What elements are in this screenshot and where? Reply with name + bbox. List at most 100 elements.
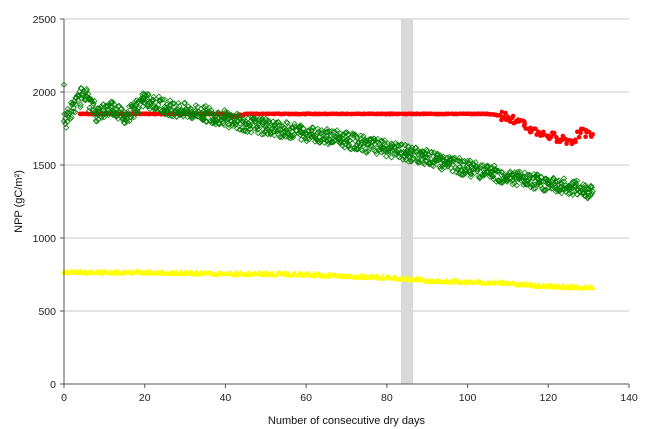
series-1-point	[254, 129, 262, 137]
series-1-point	[430, 162, 437, 170]
series-1-point	[391, 150, 399, 158]
series-1-point	[284, 130, 291, 137]
series-1-point	[420, 158, 427, 166]
series-1-point	[101, 110, 108, 118]
series-1-point	[383, 145, 391, 153]
series-1-point	[275, 126, 282, 133]
series-1-point	[569, 189, 576, 196]
series-1-point	[358, 147, 366, 154]
series-2-point	[589, 284, 596, 290]
series-1-point	[150, 93, 157, 101]
series-1-point	[301, 135, 309, 142]
y-tick-label-500: 500	[38, 306, 56, 318]
series-1-point	[266, 118, 273, 125]
series-1-point	[135, 110, 142, 117]
series-1-point	[362, 148, 370, 155]
series-2-point	[222, 270, 229, 277]
series-1-point	[317, 130, 324, 137]
series-0-point	[513, 118, 519, 124]
series-1-point	[353, 145, 360, 152]
series-1-point	[461, 157, 468, 165]
series-1-point	[394, 146, 402, 153]
series-0-point	[499, 109, 505, 115]
series-2-point	[115, 268, 121, 274]
series-0-point	[551, 131, 557, 137]
series-1-point	[169, 100, 176, 107]
series-2-point	[532, 281, 539, 287]
x-tick-label-20: 20	[139, 392, 151, 404]
series-1-point	[573, 177, 581, 185]
series-1-point	[532, 185, 539, 192]
series-1-point	[373, 150, 380, 158]
series-0-point	[505, 114, 511, 120]
series-2-point	[291, 270, 298, 276]
series-1-point	[144, 101, 152, 108]
series-1-point	[333, 127, 341, 134]
series-1-point	[524, 180, 531, 188]
series-2-point	[321, 271, 327, 277]
series-0-point	[529, 127, 535, 133]
series-1-point	[484, 169, 491, 176]
series-1-point	[403, 147, 410, 155]
series-1-point	[93, 110, 100, 118]
series-0-point	[583, 134, 588, 140]
series-1-point	[181, 107, 189, 115]
series-1-point	[464, 162, 471, 169]
series-0-point	[384, 111, 390, 117]
series-1-point	[161, 103, 169, 110]
series-1-point	[124, 108, 131, 116]
series-1-point	[184, 107, 191, 115]
series-1-point	[388, 154, 395, 161]
series-1-point	[121, 113, 128, 120]
series-1-point	[495, 167, 502, 174]
series-1-point	[222, 115, 229, 122]
series-0-point	[243, 111, 248, 117]
series-1-point	[565, 183, 572, 191]
series-1-point	[118, 105, 125, 112]
series-2-point	[430, 277, 437, 283]
series-1-point	[443, 154, 451, 161]
series-2-point	[384, 274, 390, 280]
series-1-point	[509, 181, 516, 188]
series-1-point	[551, 180, 558, 188]
series-1-point	[530, 185, 537, 192]
series-1-point	[100, 101, 107, 108]
series-1-point	[434, 150, 442, 158]
y-tick-label-1500: 1500	[33, 160, 57, 172]
series-1-point	[168, 112, 175, 119]
series-0-point	[503, 110, 508, 116]
tick-labels: 0 500 1000 1500 2000 2500 0 20 40 60 80 100 120 140	[33, 14, 638, 404]
series-2-point	[545, 283, 552, 289]
series-1-point	[175, 99, 182, 107]
series-0-point	[465, 111, 470, 117]
series-1-point	[381, 137, 388, 144]
series-1-point	[159, 96, 166, 103]
series-0-point	[521, 123, 527, 128]
series-1-point	[307, 131, 314, 138]
series-1-point	[555, 187, 562, 195]
series-1-point	[81, 88, 88, 96]
series-2-point	[424, 277, 431, 283]
series-0-point	[485, 111, 491, 117]
series-1-point	[145, 91, 152, 99]
series-2-point	[510, 280, 517, 286]
series-1-point	[371, 137, 379, 144]
series-1-point	[541, 186, 548, 194]
series-2-point	[121, 269, 128, 275]
series-0-point	[424, 111, 430, 117]
series-1-point	[109, 99, 116, 106]
series-1-point	[199, 116, 207, 124]
series-1-point	[233, 125, 241, 132]
series-1-point	[401, 141, 409, 149]
series-1-point	[88, 96, 95, 103]
series-1-point	[580, 189, 587, 197]
series-1-point	[331, 137, 338, 145]
series-1-point	[454, 165, 461, 173]
series-0-point	[263, 111, 269, 117]
series-1-point	[479, 171, 486, 179]
series-1-point	[215, 109, 222, 116]
series-1-point	[319, 135, 327, 142]
series-1-point	[221, 121, 228, 129]
series-1-point	[278, 122, 285, 130]
series-1-point	[403, 150, 411, 157]
